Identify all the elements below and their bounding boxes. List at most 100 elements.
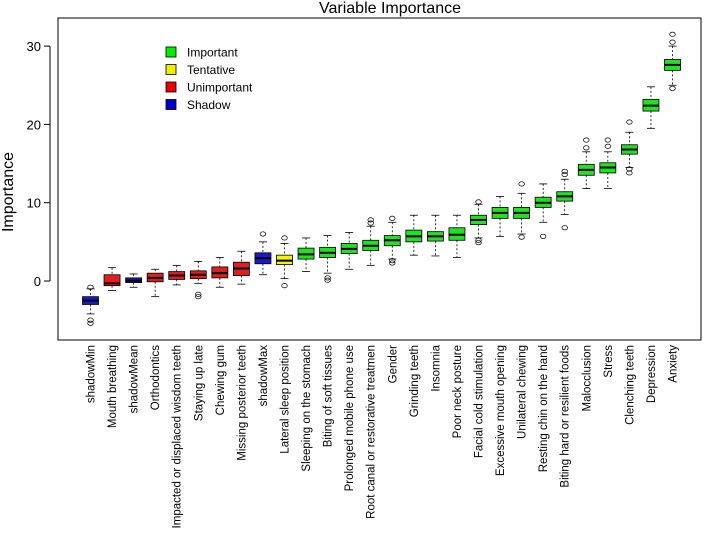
x-category-label: Biting of soft tissues (323, 345, 335, 448)
x-category-label: Gender (387, 345, 399, 384)
x-category-label: Insomnia (430, 344, 442, 391)
outlier-point (604, 137, 611, 143)
box-malocclusion (577, 137, 595, 190)
legend-swatch (165, 46, 177, 58)
outlier-point (195, 294, 202, 300)
legend-label: Important (187, 46, 238, 60)
x-axis-labels: shadowMin Mouth breathing shadowMean Orthod… (86, 344, 680, 528)
box-staying-up-late (189, 261, 207, 300)
x-category-label: Missing posterior teeth (236, 345, 248, 461)
x-category-label: Facial cold stimulation (474, 345, 486, 458)
plot-frame (57, 17, 702, 341)
x-category-label: Orthodontics (150, 345, 162, 410)
outlier-point (540, 233, 547, 239)
x-category-label: Stress (603, 345, 615, 378)
box-body (103, 274, 121, 287)
outlier-point (669, 31, 676, 37)
box-biting-of-soft-tissues (319, 235, 337, 283)
outlier-point (669, 39, 676, 45)
x-category-label: Clenching teeth (624, 345, 636, 425)
box-resting-chin-on-the-hand (534, 183, 552, 239)
outlier-point (583, 145, 590, 151)
outlier-point (389, 258, 396, 264)
x-category-label: shadowMean (129, 345, 141, 413)
box-missing-posterior-teeth (232, 250, 250, 285)
outlier-point (475, 240, 482, 246)
x-category-label: Unilateral chewing (517, 345, 529, 439)
boxes-group (82, 31, 681, 326)
box-gender (383, 215, 401, 266)
y-axis: 0 10 20 30 (27, 39, 51, 289)
outlier-point (518, 181, 525, 187)
outlier-point (324, 277, 331, 283)
x-category-label: Biting hard or resilient foods (560, 345, 572, 488)
outlier-point (87, 320, 94, 326)
box-anxiety (664, 31, 681, 91)
outlier-point (561, 171, 568, 178)
x-category-label: Prolonged mobile phone use (344, 345, 356, 491)
outlier-point (281, 235, 288, 241)
x-category-label: Sleeping on the stomach (301, 345, 313, 472)
box-unilateral-chewing (513, 181, 531, 240)
box-orthodontics (146, 268, 164, 298)
x-category-label: shadowMin (86, 345, 98, 403)
outlier-point (583, 137, 590, 143)
box-prolonged-mobile-phone-use (340, 232, 358, 270)
x-category-label: Staying up late (193, 345, 205, 421)
box-sleeping-on-the-stomach (297, 237, 315, 273)
outlier-point (87, 284, 94, 290)
x-category-label: Chewing gum (215, 345, 227, 415)
x-category-label: Mouth breathing (107, 345, 119, 428)
box-depression (642, 86, 660, 129)
legend-label: Unimportant (187, 81, 253, 95)
legend-swatch (165, 81, 177, 93)
outlier-point (259, 231, 267, 237)
box-impacted-or-displaced-wisdom-teeth (168, 264, 186, 286)
box-clenching-teeth (620, 119, 638, 176)
x-category-label: Root canal or restorative treatmen (366, 345, 378, 519)
outlier-point (626, 166, 633, 172)
x-category-label: Depression (646, 345, 658, 403)
box-insomnia (426, 214, 444, 257)
x-category-label: Poor neck posture (452, 345, 464, 438)
box-chewing-gum (211, 257, 229, 288)
outlier-point (475, 199, 482, 205)
box-stress (599, 137, 617, 190)
x-category-label: Resting chin on the hand (538, 345, 550, 472)
box-biting-hard-or-resilient-foods (556, 168, 574, 231)
outlier-point (367, 217, 374, 223)
outlier-point (604, 143, 611, 149)
x-category-label: Grinding teeth (409, 345, 421, 417)
outlier-point (626, 119, 633, 125)
outlier-point (626, 170, 633, 176)
box-facial-cold-stimulation (470, 199, 487, 246)
outlier-point (195, 291, 202, 297)
box-root-canal-or-restorative-treatmen (362, 217, 380, 266)
outlier-point (561, 168, 568, 174)
legend: Important Tentative Unimportant Shadow (165, 46, 253, 112)
y-tick-label: 20 (27, 117, 41, 132)
box-poor-neck-posture (448, 214, 466, 258)
y-tick-label: 0 (34, 274, 41, 289)
outlier-point (281, 283, 288, 289)
legend-swatch (165, 99, 177, 110)
x-category-label: Lateral sleep position (280, 345, 292, 454)
outlier-point (87, 317, 94, 323)
box-shadowmean (125, 273, 143, 288)
x-category-label: Anxiety (668, 345, 680, 383)
outlier-point (367, 220, 374, 226)
x-category-label: Excessive mouth opening (495, 345, 507, 476)
y-axis-label: Importance (0, 152, 17, 232)
outlier-point (561, 225, 568, 231)
box-mouth-breathing (103, 267, 121, 291)
outlier-point (324, 275, 331, 281)
box-shadowmin (82, 284, 99, 326)
box-lateral-sleep-position (276, 235, 293, 289)
y-tick-label: 30 (27, 39, 41, 54)
x-category-label: Malocclusion (581, 345, 593, 411)
legend-swatch (165, 64, 177, 75)
x-category-label: shadowMax (258, 345, 270, 407)
outlier-point (475, 237, 482, 243)
x-category-label: Impacted or displaced wisdom teeth (172, 345, 184, 528)
